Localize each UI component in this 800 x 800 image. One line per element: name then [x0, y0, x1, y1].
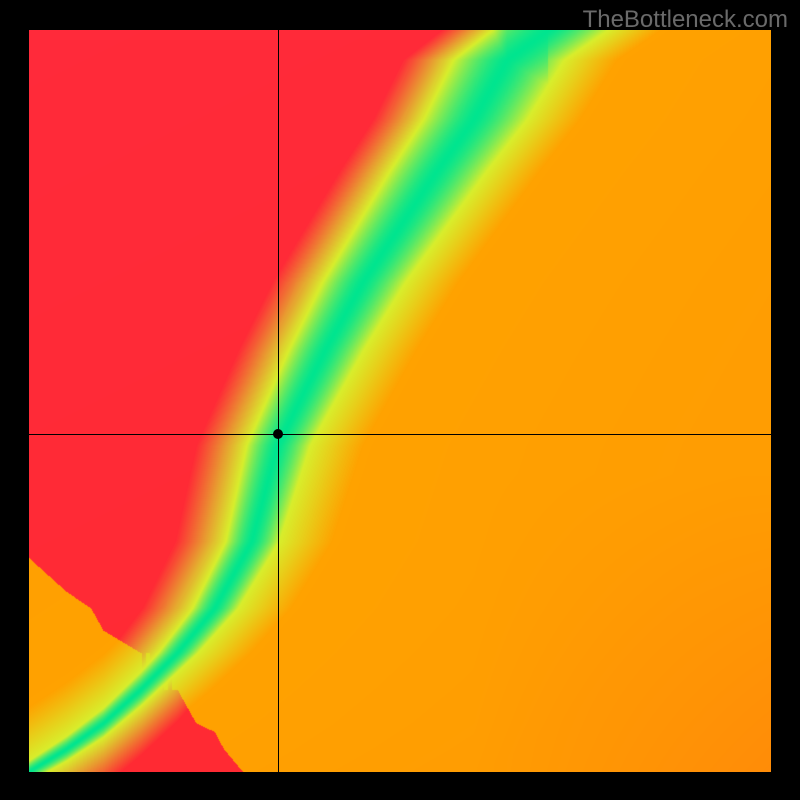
- crosshair-vertical: [278, 30, 279, 772]
- crosshair-horizontal: [29, 434, 771, 435]
- watermark-text: TheBottleneck.com: [583, 6, 788, 34]
- heatmap-canvas: [29, 30, 771, 772]
- bottleneck-heatmap: [29, 30, 771, 772]
- selected-point: [273, 429, 283, 439]
